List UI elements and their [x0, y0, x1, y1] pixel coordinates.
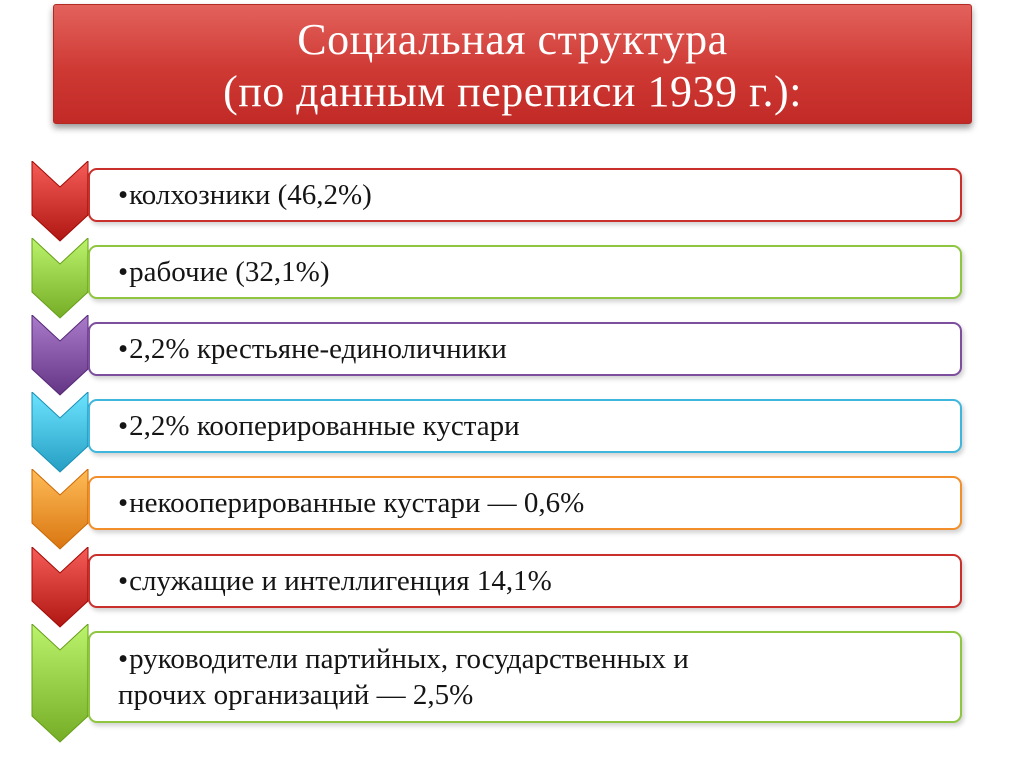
- list-item: •2,2% крестьяне-единоличники: [0, 315, 1024, 396]
- list-item-card: •некооперированные кустари — 0,6%: [88, 476, 962, 530]
- list-item-label: рабочие (32,1%): [129, 256, 330, 288]
- title-line-1: Социальная структура: [297, 15, 728, 64]
- slide-title: Социальная структура (по данным переписи…: [53, 4, 972, 124]
- bullet: •: [118, 565, 129, 597]
- list-item-text: •служащие и интеллигенция 14,1%: [118, 563, 552, 599]
- list-item-label: руководители партийных, государственных …: [129, 643, 689, 675]
- list-item: •служащие и интеллигенция 14,1%: [0, 547, 1024, 628]
- list-item-label: 2,2% крестьяне-единоличники: [129, 333, 507, 365]
- list-item-card: •2,2% кооперированные кустари: [88, 399, 962, 453]
- bullet: •: [118, 410, 129, 442]
- list-item: •руководители партийных, государственных…: [0, 624, 1024, 743]
- list-item-text: •руководители партийных, государственных…: [118, 641, 689, 713]
- list-item-text: •колхозники (46,2%): [118, 177, 372, 213]
- list-item-text: •2,2% крестьяне-единоличники: [118, 331, 507, 367]
- list-item-label: колхозники (46,2%): [129, 179, 372, 211]
- list-item-card: •служащие и интеллигенция 14,1%: [88, 554, 962, 608]
- title-line-2: (по данным переписи 1939 г.):: [223, 67, 802, 116]
- list-item-text: •2,2% кооперированные кустари: [118, 408, 520, 444]
- bullet: •: [118, 179, 129, 211]
- bullet: •: [118, 333, 129, 365]
- chevron-down-green-icon: [30, 624, 90, 756]
- list-item: •некооперированные кустари — 0,6%: [0, 469, 1024, 550]
- list-item-label-continued: прочих организаций — 2,5%: [118, 679, 474, 711]
- list-item-text: •некооперированные кустари — 0,6%: [118, 485, 584, 521]
- bullet: •: [118, 643, 129, 675]
- list-item: •рабочие (32,1%): [0, 238, 1024, 319]
- list-item-card: •рабочие (32,1%): [88, 245, 962, 299]
- list-item-card: •колхозники (46,2%): [88, 168, 962, 222]
- list-item-card: •2,2% крестьяне-единоличники: [88, 322, 962, 376]
- list-item: •колхозники (46,2%): [0, 161, 1024, 242]
- list-item: •2,2% кооперированные кустари: [0, 392, 1024, 473]
- bullet: •: [118, 487, 129, 519]
- list-item-label: некооперированные кустари — 0,6%: [129, 487, 585, 519]
- bullet: •: [118, 256, 129, 288]
- list-item-label: 2,2% кооперированные кустари: [129, 410, 520, 442]
- list-item-card: •руководители партийных, государственных…: [88, 631, 962, 723]
- list-item-text: •рабочие (32,1%): [118, 254, 329, 290]
- list-item-label: служащие и интеллигенция 14,1%: [129, 565, 552, 597]
